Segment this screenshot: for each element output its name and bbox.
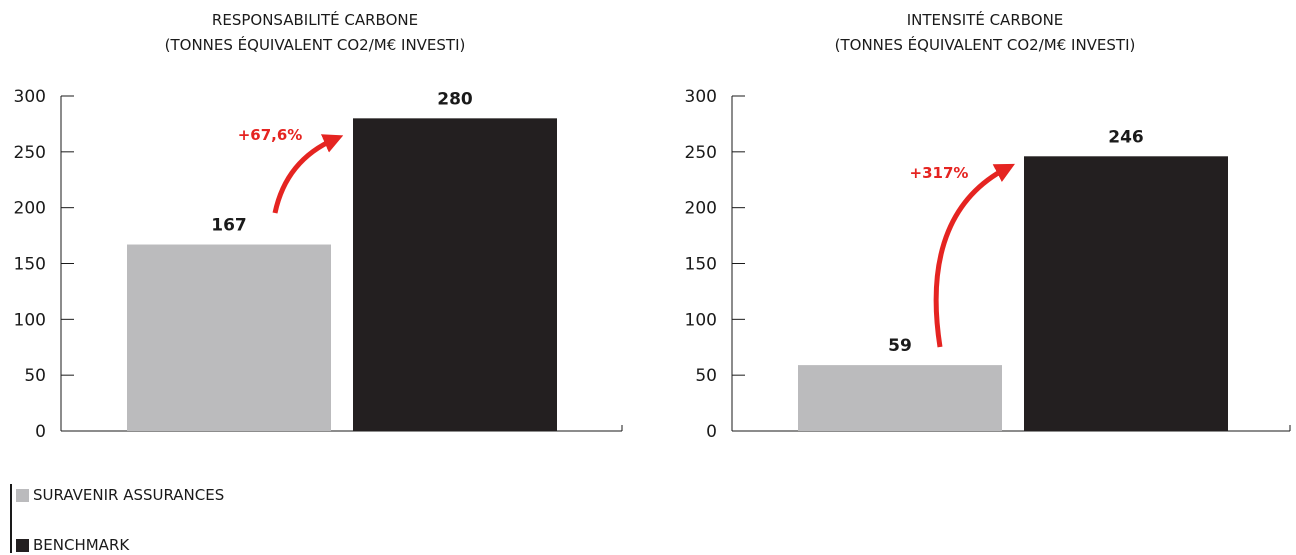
- chart-title: INTENSITÉ CARBONE: [907, 10, 1064, 29]
- chart-subtitle: (TONNES ÉQUIVALENT CO2/M€ INVESTI): [835, 35, 1136, 54]
- bar-suravenir: [127, 244, 331, 431]
- legend-item-benchmark: BENCHMARK: [16, 535, 129, 555]
- legend-label-suravenir: SURAVENIR ASSURANCES: [33, 486, 225, 504]
- chart-title: RESPONSABILITÉ CARBONE: [212, 10, 418, 29]
- data-label: 280: [437, 89, 473, 109]
- y-tick-label: 50: [24, 366, 46, 386]
- y-tick-label: 50: [695, 366, 717, 386]
- legend-swatch-benchmark: [16, 538, 29, 552]
- y-tick-label: 300: [685, 87, 717, 107]
- y-tick-label: 250: [14, 143, 46, 163]
- y-tick-label: 150: [14, 255, 46, 275]
- chart-1: RESPONSABILITÉ CARBONE (TONNES ÉQUIVALENT…: [14, 10, 623, 442]
- legend-divider: [10, 484, 12, 553]
- bar-benchmark: [1024, 156, 1228, 432]
- change-annotation: +317%: [910, 164, 969, 182]
- legend-label-benchmark: BENCHMARK: [33, 536, 130, 554]
- chart-2: INTENSITÉ CARBONE (TONNES ÉQUIVALENT CO2/…: [685, 10, 1291, 442]
- change-arrow: [272, 134, 344, 214]
- y-tick-label: 0: [706, 422, 717, 442]
- bar-benchmark: [353, 118, 557, 431]
- y-tick-label: 250: [685, 143, 717, 163]
- data-label: 167: [211, 216, 247, 236]
- data-label: 246: [1108, 127, 1144, 147]
- change-annotation: +67,6%: [238, 126, 303, 144]
- y-tick-label: 200: [14, 199, 46, 219]
- y-tick-label: 150: [685, 255, 717, 275]
- data-label: 59: [888, 336, 912, 356]
- charts-area: RESPONSABILITÉ CARBONE (TONNES ÉQUIVALENT…: [14, 10, 1291, 442]
- legend-swatch-suravenir: [16, 488, 29, 502]
- change-arrow: [933, 163, 1015, 348]
- y-tick-label: 100: [14, 310, 46, 330]
- chart-subtitle: (TONNES ÉQUIVALENT CO2/M€ INVESTI): [165, 35, 466, 54]
- legend: SURAVENIR ASSURANCES BENCHMARK: [0, 478, 600, 555]
- y-tick-label: 100: [685, 310, 717, 330]
- y-tick-label: 0: [35, 422, 46, 442]
- y-tick-label: 300: [14, 87, 46, 107]
- y-tick-label: 200: [685, 199, 717, 219]
- bar-suravenir: [798, 365, 1002, 431]
- legend-item-suravenir: SURAVENIR ASSURANCES: [16, 485, 224, 505]
